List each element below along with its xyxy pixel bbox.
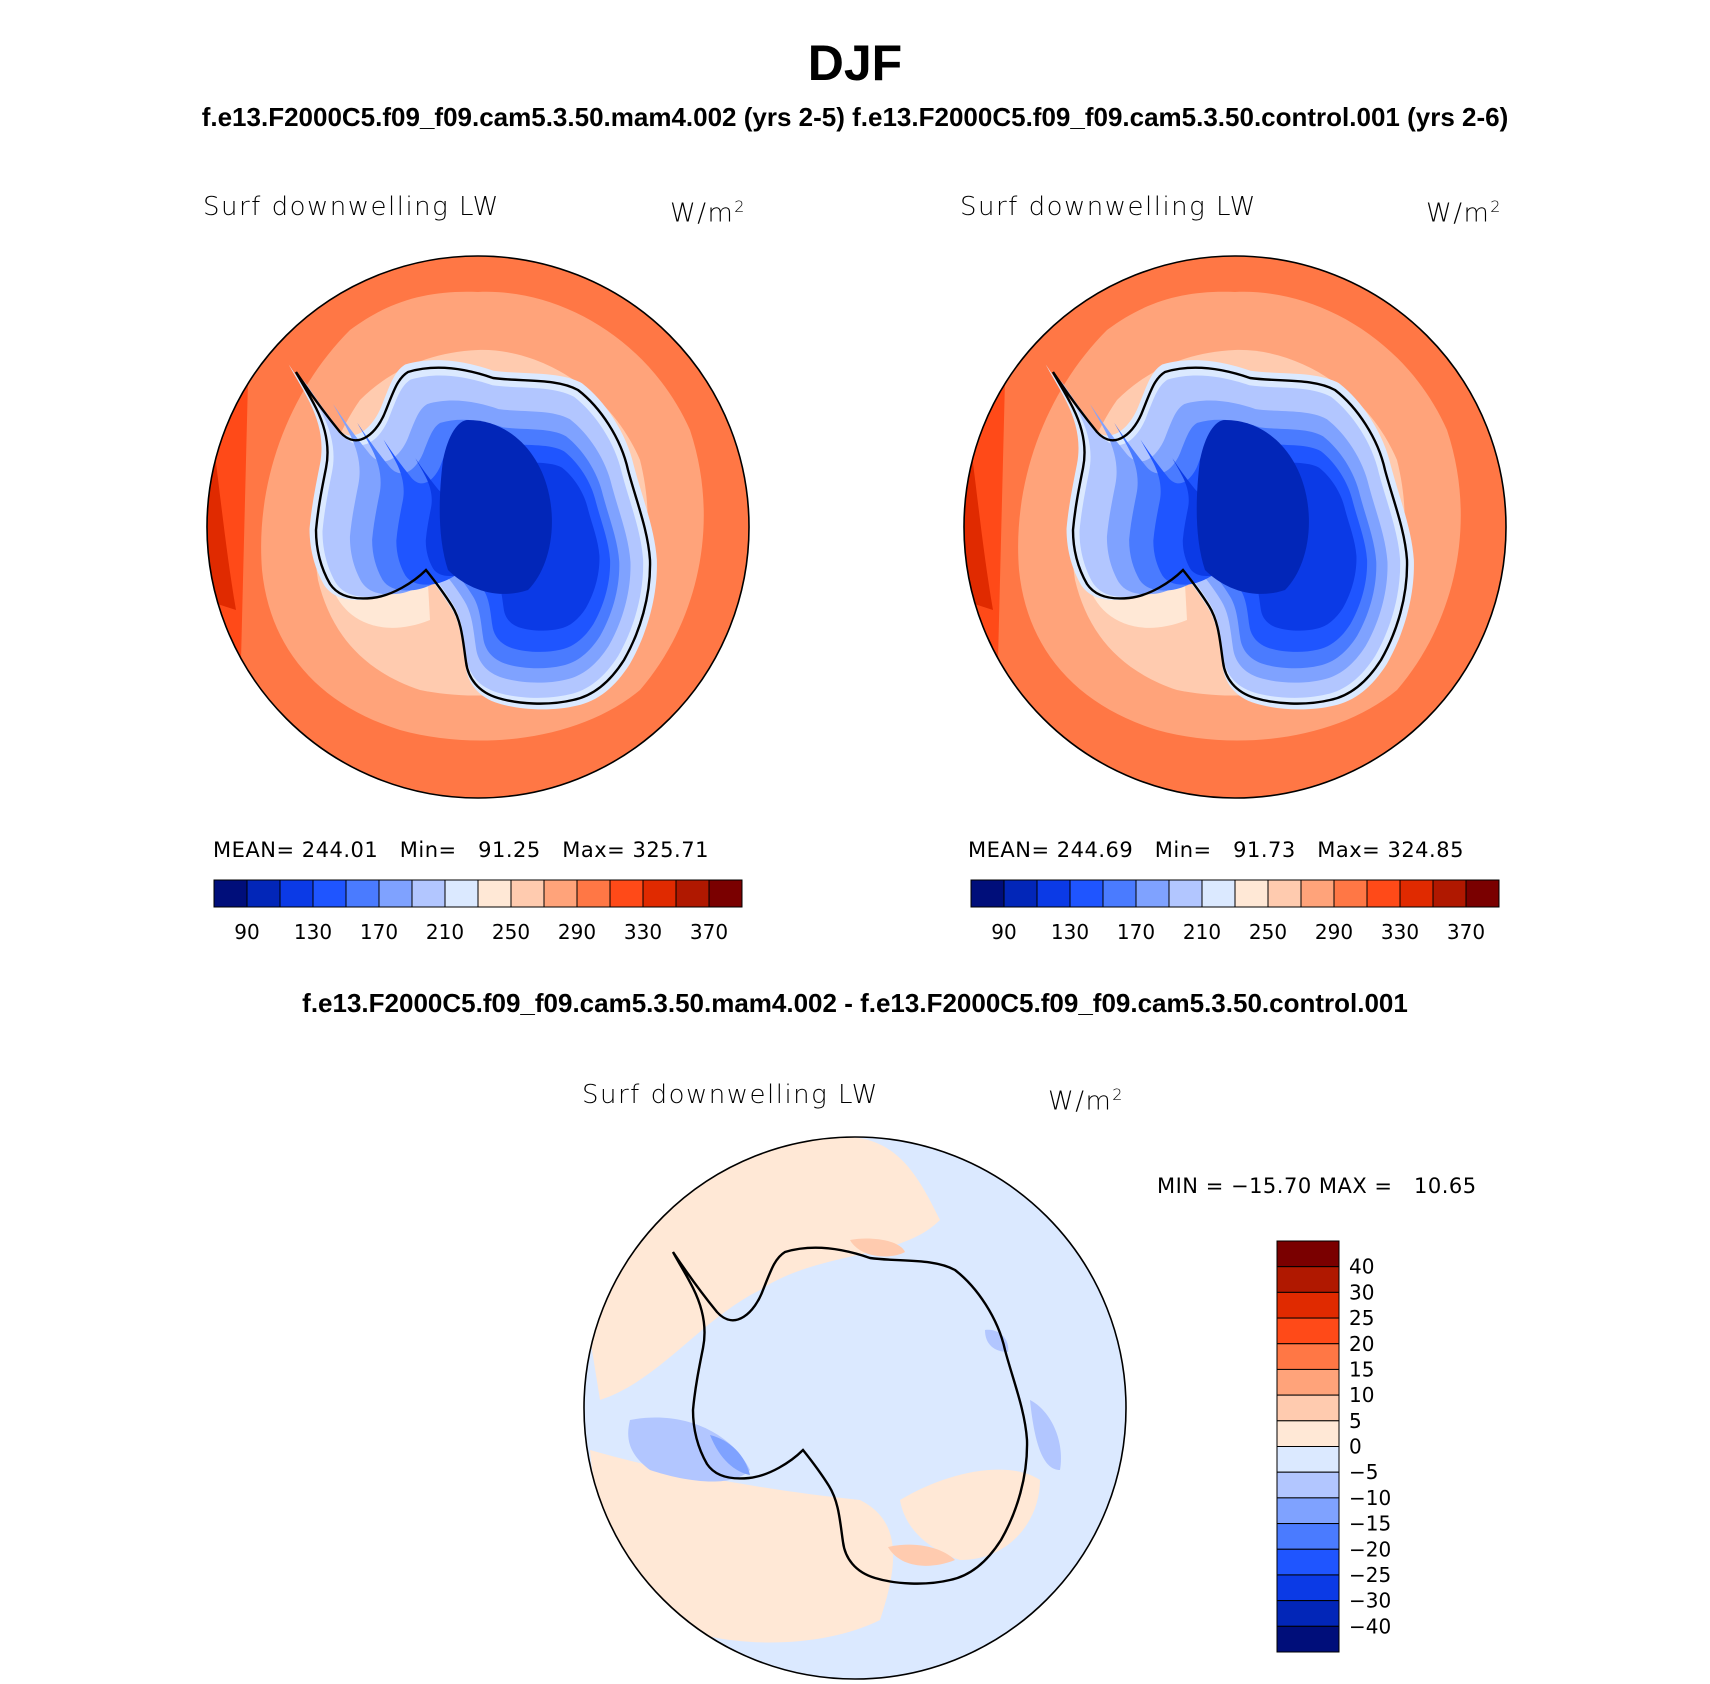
panel2-colorbar-box bbox=[1102, 879, 1137, 908]
panel2-colorbar-label: 290 bbox=[1315, 920, 1353, 944]
difference-colorbar-box bbox=[1276, 1625, 1340, 1653]
panel2-colorbar-label: 90 bbox=[991, 920, 1016, 944]
panel1-colorbar-label: 290 bbox=[558, 920, 596, 944]
panel1-colorbar-box bbox=[279, 879, 314, 908]
panel1-colorbar-label: 170 bbox=[360, 920, 398, 944]
difference-colorbar-box bbox=[1276, 1497, 1340, 1525]
panel1-colorbar-label: 370 bbox=[690, 920, 728, 944]
panel1-colorbar-box bbox=[213, 879, 248, 908]
panel1-colorbar-box bbox=[576, 879, 611, 908]
difference-colorbar-label: −25 bbox=[1349, 1563, 1391, 1587]
panel2-colorbar-box bbox=[1003, 879, 1038, 908]
panel1-colorbar-box bbox=[708, 879, 743, 908]
difference-colorbar-box bbox=[1276, 1574, 1340, 1602]
panel2-colorbar-label: 330 bbox=[1381, 920, 1419, 944]
difference-colorbar-label: −20 bbox=[1349, 1537, 1391, 1561]
panel2-colorbar-box bbox=[1432, 879, 1467, 908]
panel2-colorbar-box bbox=[1168, 879, 1203, 908]
panel1-colorbar-box bbox=[411, 879, 446, 908]
panel1-colorbar-label: 130 bbox=[294, 920, 332, 944]
panel1-colorbar-box bbox=[477, 879, 512, 908]
difference-colorbar-box bbox=[1276, 1523, 1340, 1550]
panel2-colorbar-box bbox=[1135, 879, 1170, 908]
panel1-colorbar-box bbox=[378, 879, 413, 908]
panel1-colorbar: 90 130 170 210 250 290 330 370 bbox=[213, 879, 743, 944]
panel1-colorbar-label: 330 bbox=[624, 920, 662, 944]
panel3-unit: W/m2 bbox=[1048, 1085, 1124, 1117]
panel2-colorbar-box bbox=[1300, 879, 1335, 908]
case-names: f.e13.F2000C5.f09_f09.cam5.3.50.mam4.002… bbox=[201, 102, 1509, 132]
difference-case-names: f.e13.F2000C5.f09_f09.cam5.3.50.mam4.002… bbox=[302, 988, 1408, 1018]
panel2-colorbar-box bbox=[1267, 879, 1302, 908]
panel3-minmax: MIN = −15.70 MAX = 10.65 bbox=[1157, 1174, 1477, 1198]
difference-colorbar-label: 15 bbox=[1349, 1357, 1374, 1381]
panel2-colorbar-box bbox=[1036, 879, 1071, 908]
panel2-colorbar-box bbox=[1333, 879, 1368, 908]
panel2-stats: MEAN= 244.69 Min= 91.73 Max= 324.85 bbox=[968, 838, 1464, 862]
difference-colorbar-box bbox=[1276, 1420, 1340, 1447]
difference-colorbar-box bbox=[1276, 1266, 1340, 1293]
panel2-colorbar-box bbox=[1465, 879, 1500, 908]
panel2-colorbar-box bbox=[1366, 879, 1401, 908]
difference-colorbar-label: −5 bbox=[1349, 1460, 1378, 1484]
panel3-variable: Surf downwelling LW bbox=[582, 1080, 879, 1110]
panel2-colorbar-label: 170 bbox=[1117, 920, 1155, 944]
panel2-colorbar-label: 370 bbox=[1447, 920, 1485, 944]
panel2-colorbar: 90 130 170 210 250 290 330 370 bbox=[970, 879, 1500, 944]
panel1-colorbar-box bbox=[609, 879, 644, 908]
panel1-colorbar-label: 250 bbox=[492, 920, 530, 944]
panel2-colorbar-label: 130 bbox=[1051, 920, 1089, 944]
panel2-unit: W/m2 bbox=[1426, 197, 1502, 229]
difference-colorbar-box bbox=[1276, 1446, 1340, 1473]
panel2-colorbar-box bbox=[970, 879, 1005, 908]
difference-colorbar-box bbox=[1276, 1548, 1340, 1576]
difference-colorbar-box bbox=[1276, 1317, 1340, 1345]
difference-colorbar-label: 40 bbox=[1349, 1255, 1374, 1279]
difference-colorbar-label: −10 bbox=[1349, 1486, 1391, 1510]
panel1-colorbar-box bbox=[345, 879, 380, 908]
panel1-map bbox=[207, 256, 749, 798]
difference-colorbar-label: −30 bbox=[1349, 1589, 1391, 1613]
difference-colorbar-label: 20 bbox=[1349, 1332, 1374, 1356]
panel1-colorbar-box bbox=[675, 879, 710, 908]
difference-colorbar-label: 5 bbox=[1349, 1409, 1362, 1433]
difference-colorbar-label: −15 bbox=[1349, 1512, 1391, 1536]
panel2-colorbar-label: 250 bbox=[1249, 920, 1287, 944]
difference-colorbar-label: 10 bbox=[1349, 1383, 1374, 1407]
panel1-colorbar-box bbox=[510, 879, 545, 908]
panel1-variable: Surf downwelling LW bbox=[203, 192, 500, 222]
difference-colorbar-box bbox=[1276, 1471, 1340, 1499]
panel1-unit: W/m2 bbox=[670, 197, 746, 229]
difference-colorbar-box bbox=[1276, 1368, 1340, 1396]
panel1-colorbar-box bbox=[246, 879, 281, 908]
panel1-colorbar-label: 210 bbox=[426, 920, 464, 944]
panel1-stats: MEAN= 244.01 Min= 91.25 Max= 325.71 bbox=[213, 838, 709, 862]
panel2-colorbar-box bbox=[1399, 879, 1434, 908]
panel2-variable: Surf downwelling LW bbox=[960, 192, 1257, 222]
difference-colorbar-label: 0 bbox=[1349, 1435, 1362, 1459]
difference-colorbar-label: 25 bbox=[1349, 1306, 1374, 1330]
panel2-colorbar-box bbox=[1069, 879, 1104, 908]
difference-colorbar-box bbox=[1276, 1600, 1340, 1627]
panel1-colorbar-box bbox=[642, 879, 677, 908]
panel2-colorbar-box bbox=[1234, 879, 1269, 908]
difference-colorbar-box bbox=[1276, 1291, 1340, 1319]
difference-colorbar-box bbox=[1276, 1394, 1340, 1422]
panel1-colorbar-box bbox=[543, 879, 578, 908]
panel2-colorbar-box bbox=[1201, 879, 1236, 908]
panel1-colorbar-box bbox=[444, 879, 479, 908]
panel1-colorbar-label: 90 bbox=[234, 920, 259, 944]
panel2-map bbox=[964, 256, 1506, 798]
figure-title: DJF bbox=[807, 35, 903, 91]
difference-colorbar-box bbox=[1276, 1240, 1340, 1268]
panel1-colorbar-box bbox=[312, 879, 347, 908]
difference-colorbar-box bbox=[1276, 1343, 1340, 1370]
difference-colorbar-label: −40 bbox=[1349, 1614, 1391, 1638]
difference-colorbar-label: 30 bbox=[1349, 1280, 1374, 1304]
panel2-colorbar-label: 210 bbox=[1183, 920, 1221, 944]
